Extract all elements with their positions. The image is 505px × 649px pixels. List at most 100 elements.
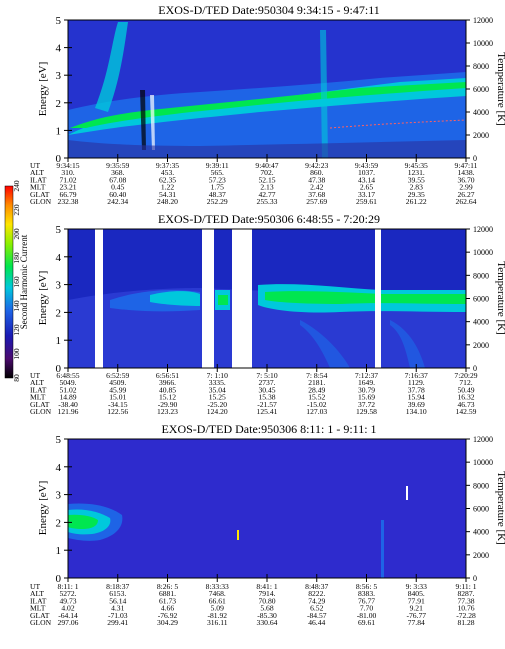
table-cell: 9:34:15: [56, 161, 79, 170]
table-row-label: GLON: [30, 197, 52, 206]
table-cell: 1.22: [161, 183, 174, 192]
table-cell: 15.94: [408, 393, 425, 402]
data-gap: [232, 229, 252, 368]
table-cell: 76.77: [358, 596, 375, 605]
table-cell: 2.42: [310, 183, 323, 192]
table-cell: 40.85: [159, 385, 176, 394]
colorbar-tick-label: 100: [12, 348, 21, 360]
table-cell: 1037.: [358, 168, 375, 177]
table-cell: 5.09: [211, 604, 224, 613]
table-row-label: UT: [30, 582, 40, 591]
table-cell: 9:40:47: [255, 161, 278, 170]
table-cell: 42.77: [258, 190, 275, 199]
table-cell: 37.68: [308, 190, 325, 199]
table-cell: 23.21: [59, 183, 76, 192]
table-cell: 9:37:35: [156, 161, 179, 170]
table-cell: 9:39:11: [206, 161, 229, 170]
y-tick-label: 0: [56, 573, 62, 585]
table-cell: 252.29: [207, 197, 228, 206]
panel-2-y2label: Temperature [K]: [495, 261, 505, 334]
table-cell: 6153.: [109, 589, 126, 598]
table-cell: 7.70: [360, 604, 373, 613]
table-cell: 51.02: [59, 385, 76, 394]
table-cell: 9:11: 1: [455, 582, 476, 591]
table-row-label: ILAT: [30, 175, 47, 184]
table-cell: 1649.: [358, 378, 375, 387]
table-cell: -76.77: [406, 611, 426, 620]
table-cell: 7914.: [258, 589, 275, 598]
table-cell: 2.13: [260, 183, 273, 192]
colorbar-tick-label: 220: [12, 204, 21, 216]
y-tick-label: 3: [56, 280, 62, 292]
table-cell: 10.76: [457, 604, 474, 613]
table-cell: -25.20: [207, 400, 227, 409]
table-row-label: GLON: [30, 618, 52, 627]
table-cell: 8:18:37: [106, 582, 129, 591]
table-cell: 9:42:23: [305, 161, 328, 170]
table-cell: 26.27: [457, 190, 474, 199]
y-tick-label: 1: [56, 335, 62, 347]
table-cell: 0.45: [111, 183, 124, 192]
table-cell: 2.99: [459, 183, 472, 192]
panel-3: EXOS-D/TED Date:950306 8:11: 1 - 9:11: 1…: [30, 422, 505, 627]
table-cell: 8405.: [408, 589, 425, 598]
table-cell: 121.96: [58, 407, 79, 416]
y-tick-label: 4: [56, 252, 62, 264]
table-cell: 7468.: [209, 589, 226, 598]
table-cell: -72.28: [456, 611, 476, 620]
colorbar: 80 100 120 140 160 180 200 220 240 Second Harmon…: [4, 180, 29, 382]
table-cell: 8222.: [308, 589, 325, 598]
table-cell: 15.69: [358, 393, 375, 402]
table-cell: 2737.: [258, 378, 275, 387]
y-tick-label: 0: [56, 363, 62, 375]
table-row-label: MLT: [30, 393, 46, 402]
y2-tick-label: 4000: [473, 528, 489, 537]
table-cell: 49.73: [59, 596, 76, 605]
table-cell: -64.14: [58, 611, 78, 620]
table-cell: 9: 3:33: [406, 582, 428, 591]
table-row-label: ALT: [30, 589, 44, 598]
table-cell: 6881.: [159, 589, 176, 598]
y-tick-label: 2: [56, 307, 62, 319]
panel-1: EXOS-D/TED Date:950304 9:34:15 - 9:47:11…: [30, 3, 505, 206]
table-cell: 330.64: [257, 618, 278, 627]
table-cell: 6.52: [310, 604, 323, 613]
table-cell: 30.45: [258, 385, 275, 394]
table-row-label: MLT: [30, 604, 46, 613]
table-cell: 860.: [310, 168, 323, 177]
table-cell: 70.80: [258, 596, 275, 605]
table-cell: 15.12: [159, 393, 176, 402]
y-tick-label: 2: [56, 98, 62, 110]
y2-tick-label: 12000: [473, 435, 493, 444]
panel-3-heatmap: [68, 439, 466, 578]
table-cell: 43.14: [358, 175, 375, 184]
table-cell: 6:52:59: [106, 371, 129, 380]
table-cell: 7:20:29: [454, 371, 477, 380]
table-row-label: MLT: [30, 183, 46, 192]
table-row-label: ILAT: [30, 385, 47, 394]
table-cell: 52.15: [258, 175, 275, 184]
table-row-label: GLAT: [30, 190, 50, 199]
y-tick-label: 1: [56, 545, 62, 557]
table-cell: 259.61: [356, 197, 377, 206]
panel-1-title: EXOS-D/TED Date:950304 9:34:15 - 9:47:11: [158, 3, 380, 17]
panel-2-ylabel: Energy [eV]: [37, 271, 49, 325]
table-cell: 46.73: [457, 400, 474, 409]
table-cell: 67.08: [109, 175, 126, 184]
table-cell: -81.00: [357, 611, 377, 620]
y2-tick-label: 8000: [473, 481, 489, 490]
table-cell: 15.52: [308, 393, 325, 402]
table-cell: 142.59: [456, 407, 477, 416]
table-cell: 33.17: [358, 190, 375, 199]
colorbar-tick-label: 200: [12, 228, 21, 240]
table-cell: 242.34: [107, 197, 128, 206]
panel-2-heatmap: [68, 229, 466, 368]
colorbar-tick-label: 240: [12, 180, 21, 192]
table-cell: 7: 8:54: [306, 371, 328, 380]
y2-tick-label: 6000: [473, 505, 489, 514]
table-cell: 123.23: [157, 407, 178, 416]
colorbar-tick-label: 120: [12, 324, 21, 336]
y2-tick-label: 10000: [473, 458, 493, 467]
table-cell: 702.: [260, 168, 273, 177]
